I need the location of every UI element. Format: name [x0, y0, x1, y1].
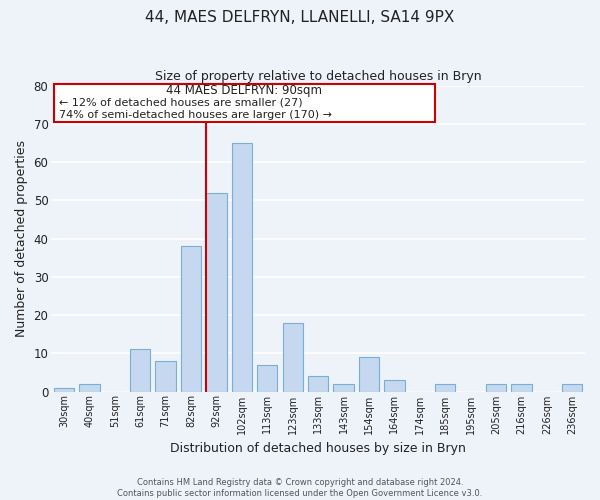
Text: 44, MAES DELFRYN, LLANELLI, SA14 9PX: 44, MAES DELFRYN, LLANELLI, SA14 9PX: [145, 10, 455, 25]
Bar: [435, 384, 455, 392]
Bar: [334, 384, 353, 392]
Bar: [511, 384, 532, 392]
Bar: [206, 192, 227, 392]
Bar: [79, 384, 100, 392]
Text: 44 MAES DELFRYN: 90sqm: 44 MAES DELFRYN: 90sqm: [166, 84, 322, 97]
Bar: [486, 384, 506, 392]
Y-axis label: Number of detached properties: Number of detached properties: [15, 140, 28, 337]
Bar: [130, 350, 151, 392]
Bar: [308, 376, 328, 392]
Bar: [562, 384, 583, 392]
Bar: [283, 322, 303, 392]
Text: ← 12% of detached houses are smaller (27): ← 12% of detached houses are smaller (27…: [59, 97, 303, 107]
Text: Contains HM Land Registry data © Crown copyright and database right 2024.
Contai: Contains HM Land Registry data © Crown c…: [118, 478, 482, 498]
Bar: [232, 143, 252, 392]
FancyBboxPatch shape: [54, 84, 435, 122]
Bar: [359, 357, 379, 392]
Bar: [384, 380, 404, 392]
Bar: [181, 246, 201, 392]
Title: Size of property relative to detached houses in Bryn: Size of property relative to detached ho…: [155, 70, 481, 83]
Text: 74% of semi-detached houses are larger (170) →: 74% of semi-detached houses are larger (…: [59, 110, 332, 120]
Bar: [54, 388, 74, 392]
X-axis label: Distribution of detached houses by size in Bryn: Distribution of detached houses by size …: [170, 442, 466, 455]
Bar: [257, 364, 277, 392]
Bar: [155, 361, 176, 392]
